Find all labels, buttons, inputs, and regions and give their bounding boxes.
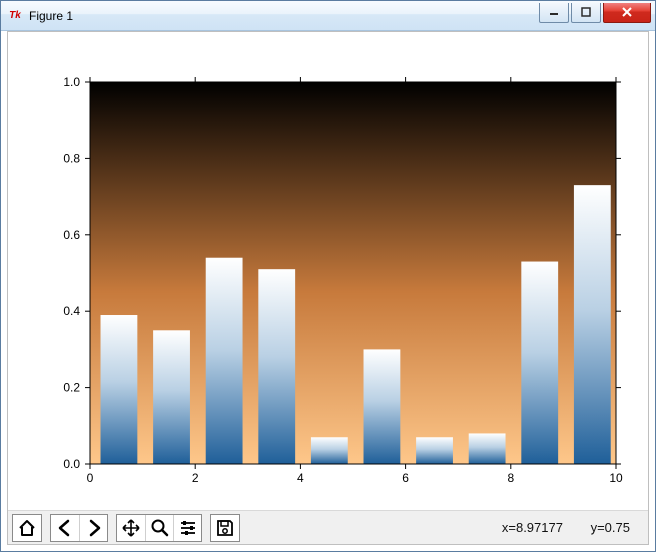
svg-text:4: 4	[297, 471, 304, 485]
back-button[interactable]	[51, 515, 79, 541]
toolbar-group-tools	[116, 514, 202, 542]
toolbar-group-nav	[50, 514, 108, 542]
close-button[interactable]	[603, 3, 651, 23]
home-icon	[17, 518, 37, 538]
cursor-status: x=8.97177 y=0.75	[502, 520, 630, 535]
svg-text:8: 8	[507, 471, 514, 485]
svg-text:0.2: 0.2	[63, 381, 80, 395]
arrow-right-icon	[84, 518, 104, 538]
pan-button[interactable]	[117, 515, 145, 541]
toolbar-group-save	[210, 514, 240, 542]
sliders-icon	[178, 518, 198, 538]
titlebar[interactable]: Tk Figure 1	[1, 1, 655, 31]
svg-text:0.4: 0.4	[63, 304, 80, 318]
tk-icon: Tk	[7, 8, 23, 24]
zoom-icon	[150, 518, 170, 538]
svg-text:0: 0	[87, 471, 94, 485]
window-controls	[539, 3, 651, 23]
status-y: y=0.75	[591, 520, 630, 535]
client-area: 0 2 4 6 8 10 0.0 0.2 0.4 0.6 0.8 1.0	[7, 31, 649, 545]
zoom-button[interactable]	[145, 515, 173, 541]
configure-button[interactable]	[173, 515, 201, 541]
save-button[interactable]	[211, 515, 239, 541]
svg-text:6: 6	[402, 471, 409, 485]
svg-text:2: 2	[192, 471, 199, 485]
svg-text:0.8: 0.8	[63, 151, 80, 165]
forward-button[interactable]	[79, 515, 107, 541]
status-x: x=8.97177	[502, 520, 563, 535]
minimize-button[interactable]	[539, 3, 569, 23]
svg-text:10: 10	[609, 471, 623, 485]
svg-text:0.6: 0.6	[63, 228, 80, 242]
figure-window: Tk Figure 1 0 2 4 6 8 10 0.0 0.2 0.4 0.6 0.8 1.0	[0, 0, 656, 552]
home-button[interactable]	[13, 515, 41, 541]
arrow-left-icon	[55, 518, 75, 538]
bar-chart: 0 2 4 6 8 10 0.0 0.2 0.4 0.6 0.8 1.0	[8, 32, 648, 510]
toolbar-group-home	[12, 514, 42, 542]
window-title: Figure 1	[29, 9, 73, 23]
svg-text:0.0: 0.0	[63, 457, 80, 471]
move-icon	[121, 518, 141, 538]
maximize-button[interactable]	[571, 3, 601, 23]
nav-toolbar: x=8.97177 y=0.75	[8, 510, 648, 544]
svg-text:1.0: 1.0	[63, 75, 80, 89]
plot-canvas[interactable]: 0 2 4 6 8 10 0.0 0.2 0.4 0.6 0.8 1.0	[8, 32, 648, 510]
save-icon	[215, 518, 235, 538]
